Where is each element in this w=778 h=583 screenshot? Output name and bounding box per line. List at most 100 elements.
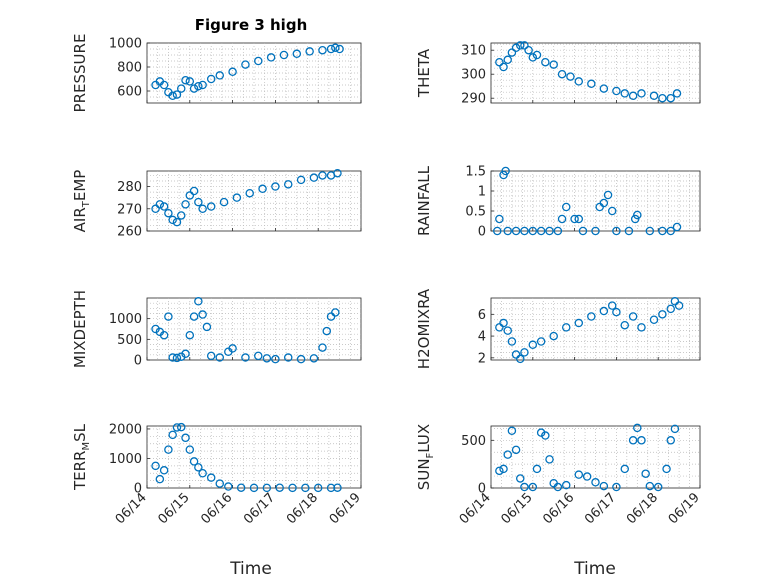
data-point — [181, 349, 190, 359]
data-point — [645, 481, 655, 491]
x-tick-label: 06/15 — [156, 490, 193, 527]
panel-1: 600 800 1000 PRESSURE — [71, 34, 362, 113]
data-point — [599, 84, 609, 93]
y-tick-label: 500 — [461, 434, 486, 449]
data-point — [228, 344, 237, 353]
data-point — [628, 91, 638, 101]
data-point — [499, 62, 508, 72]
y-axis-label: RAINFALL — [415, 165, 433, 236]
data-point — [189, 186, 199, 196]
data-point — [194, 297, 203, 306]
data-point — [666, 226, 675, 236]
y-tick-label: 0 — [478, 225, 486, 240]
figure-title: Figure 3 high — [195, 16, 308, 34]
data-point — [603, 190, 613, 200]
data-point — [168, 430, 177, 440]
y-tick-label: 6 — [478, 308, 486, 323]
y-axis-label: PRESSURE — [71, 34, 89, 113]
data-point — [532, 464, 542, 474]
data-point — [612, 86, 621, 96]
data-point — [245, 188, 254, 198]
y-tick-label: 4 — [478, 330, 486, 345]
data-point — [503, 55, 512, 65]
data-point — [561, 323, 571, 332]
data-point — [520, 348, 529, 357]
data-point — [561, 480, 571, 490]
y-tick-label: 1 — [478, 185, 486, 200]
y-tick-label: 0.5 — [465, 205, 486, 220]
y-tick-label: 1.5 — [465, 165, 486, 180]
data-point — [628, 312, 638, 321]
data-point — [666, 436, 675, 445]
data-point — [536, 337, 546, 346]
data-point — [168, 215, 177, 225]
data-point — [516, 354, 525, 364]
data-point — [501, 166, 510, 176]
data-point — [279, 50, 289, 60]
data-point — [275, 483, 284, 492]
x-axis-label-right: Time — [573, 559, 616, 579]
data-point — [549, 331, 558, 341]
data-point — [649, 91, 659, 101]
data-point — [628, 436, 638, 445]
data-point — [536, 226, 546, 236]
x-tick-label: 06/17 — [582, 490, 619, 527]
data-point — [624, 226, 634, 236]
data-point — [318, 45, 327, 55]
data-point — [511, 226, 521, 236]
data-point — [241, 353, 250, 362]
y-tick-label: 2000 — [109, 422, 142, 437]
data-point — [503, 450, 512, 459]
data-point — [249, 483, 259, 493]
data-point — [305, 47, 314, 56]
data-point — [185, 77, 195, 86]
data-point — [224, 482, 233, 491]
data-point — [495, 57, 504, 67]
data-point — [262, 483, 272, 493]
data-point — [612, 482, 621, 492]
data-point — [499, 170, 508, 180]
data-point — [528, 226, 538, 236]
y-tick-label: 270 — [117, 202, 142, 217]
data-point — [670, 424, 680, 434]
data-point — [206, 74, 216, 84]
data-point — [262, 354, 272, 363]
data-point — [591, 226, 600, 236]
data-point — [658, 93, 667, 103]
data-point — [587, 79, 596, 89]
y-tick-label: 1000 — [109, 452, 142, 467]
data-point — [318, 343, 327, 352]
data-point — [591, 478, 600, 487]
data-point — [658, 310, 667, 319]
data-point — [232, 193, 242, 202]
data-point — [553, 226, 563, 236]
data-point — [228, 67, 237, 77]
data-point — [172, 90, 182, 99]
data-point — [524, 45, 533, 55]
x-tick-label: 06/18 — [624, 490, 661, 527]
data-point — [322, 326, 332, 336]
data-point — [258, 184, 267, 194]
data-point — [219, 197, 229, 207]
data-point — [151, 204, 160, 214]
data-point — [666, 304, 675, 314]
y-tick-label: 280 — [117, 180, 142, 195]
data-point — [612, 226, 621, 236]
data-point — [503, 326, 512, 335]
data-point — [194, 197, 203, 207]
data-point — [292, 49, 302, 59]
data-point — [164, 312, 173, 321]
data-point — [236, 483, 246, 492]
x-tick-label: 06/16 — [198, 490, 235, 527]
data-point — [557, 69, 567, 79]
panel-4: 0 0.5 1 1.5 RAINFALL — [415, 165, 701, 240]
data-point — [318, 171, 327, 180]
data-point — [254, 56, 263, 66]
y-axis-label: H2OMIXRA — [415, 288, 433, 369]
data-point — [194, 81, 203, 91]
panel-2: 290 300 310 THETA — [415, 41, 701, 107]
data-point — [672, 222, 682, 232]
data-point — [206, 351, 216, 361]
data-point — [566, 72, 575, 81]
data-point — [331, 308, 340, 317]
